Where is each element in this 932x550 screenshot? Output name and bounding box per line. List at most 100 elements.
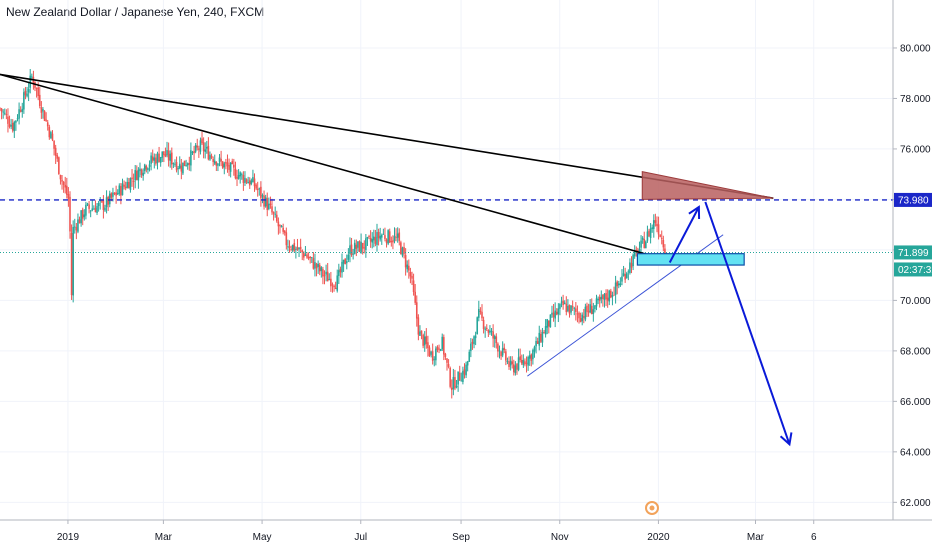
candle-body xyxy=(309,256,311,258)
candle-body xyxy=(53,140,55,149)
chart-title: New Zealand Dollar / Japanese Yen, 240, … xyxy=(6,5,265,19)
candle-body xyxy=(568,304,571,314)
candle-body xyxy=(62,181,65,185)
candle-body xyxy=(363,247,366,249)
candle-body xyxy=(193,151,195,154)
candle-body xyxy=(516,363,518,370)
candle-body xyxy=(290,248,292,250)
candle-body xyxy=(296,247,299,250)
candle-body xyxy=(536,341,539,344)
current-price-badge: 71.899 xyxy=(898,248,929,259)
candle-body xyxy=(209,154,211,160)
candle-body xyxy=(589,304,591,313)
candle-body xyxy=(438,348,440,350)
candle-body xyxy=(185,165,187,167)
candle-body xyxy=(15,120,17,123)
candle-body xyxy=(223,163,226,168)
candle-body xyxy=(388,231,391,243)
candle-body xyxy=(390,241,393,243)
candle-body xyxy=(11,123,14,131)
candle-body xyxy=(334,287,337,290)
candle-body xyxy=(248,180,251,186)
candle-body xyxy=(333,285,335,288)
candle-body xyxy=(89,210,92,212)
candle-body xyxy=(463,369,466,375)
candle-body xyxy=(317,263,319,267)
candle-body xyxy=(83,214,86,218)
candle-body xyxy=(365,238,367,250)
candle-body xyxy=(452,377,455,390)
candle-body xyxy=(287,246,289,248)
candle-body xyxy=(513,364,515,373)
candle-body xyxy=(489,330,491,333)
candle-body xyxy=(298,247,300,250)
candle-body xyxy=(120,186,122,196)
candle-body xyxy=(131,177,133,180)
candle-body xyxy=(322,269,324,277)
candle-body xyxy=(269,203,272,206)
candle-body xyxy=(462,371,464,382)
candle-body xyxy=(484,328,486,330)
candle-body xyxy=(151,156,154,161)
candle-body xyxy=(635,249,638,251)
candle-body xyxy=(651,227,653,229)
candle-body xyxy=(201,138,203,144)
candle-body xyxy=(525,362,528,364)
candle-body xyxy=(659,235,661,237)
candle-body xyxy=(77,219,79,232)
candle-body xyxy=(576,313,579,315)
candle-body xyxy=(61,179,63,182)
candle-body xyxy=(595,298,598,307)
candle-body xyxy=(347,254,350,260)
candle-body xyxy=(236,176,238,179)
candle-body xyxy=(664,248,666,255)
candle-body xyxy=(59,174,62,180)
candle-body xyxy=(7,116,9,124)
candle-body xyxy=(115,192,117,196)
candle-body xyxy=(204,149,207,152)
candle-body xyxy=(145,165,148,170)
candle-body xyxy=(186,163,189,166)
candle-body xyxy=(147,168,149,171)
candle-body xyxy=(158,153,160,162)
candle-body xyxy=(514,365,517,374)
candle-body xyxy=(310,257,313,258)
candle-body xyxy=(600,296,603,300)
candle-body xyxy=(446,358,448,363)
candle-body xyxy=(385,239,388,243)
candle-body xyxy=(178,163,181,169)
candle-body xyxy=(500,351,502,357)
candle-body xyxy=(527,356,529,366)
candle-body xyxy=(272,212,275,214)
candle-body xyxy=(102,200,105,211)
candle-body xyxy=(540,333,542,342)
candle-body xyxy=(240,174,243,176)
candle-body xyxy=(108,193,111,205)
candle-body xyxy=(349,245,351,254)
candle-body xyxy=(113,192,116,194)
candle-body xyxy=(101,200,103,202)
candle-body xyxy=(56,155,59,159)
candle-body xyxy=(93,208,95,210)
y-tick-label: 66.000 xyxy=(900,397,931,408)
candle-body xyxy=(295,248,297,250)
y-tick-label: 80.000 xyxy=(900,43,931,54)
candle-body xyxy=(91,208,94,211)
candle-body xyxy=(479,310,482,312)
candle-body xyxy=(46,122,49,127)
candle-body xyxy=(519,356,521,360)
candle-body xyxy=(428,347,431,356)
candle-body xyxy=(443,337,445,355)
candle-body xyxy=(242,175,245,183)
candle-body xyxy=(256,188,259,190)
candle-body xyxy=(380,235,383,238)
candle-body xyxy=(27,89,30,93)
candle-body xyxy=(161,151,164,158)
candle-body xyxy=(16,118,19,120)
candle-body xyxy=(610,290,612,298)
forecast-arrow xyxy=(704,201,791,445)
candle-body xyxy=(2,111,4,113)
candle-body xyxy=(473,336,475,345)
